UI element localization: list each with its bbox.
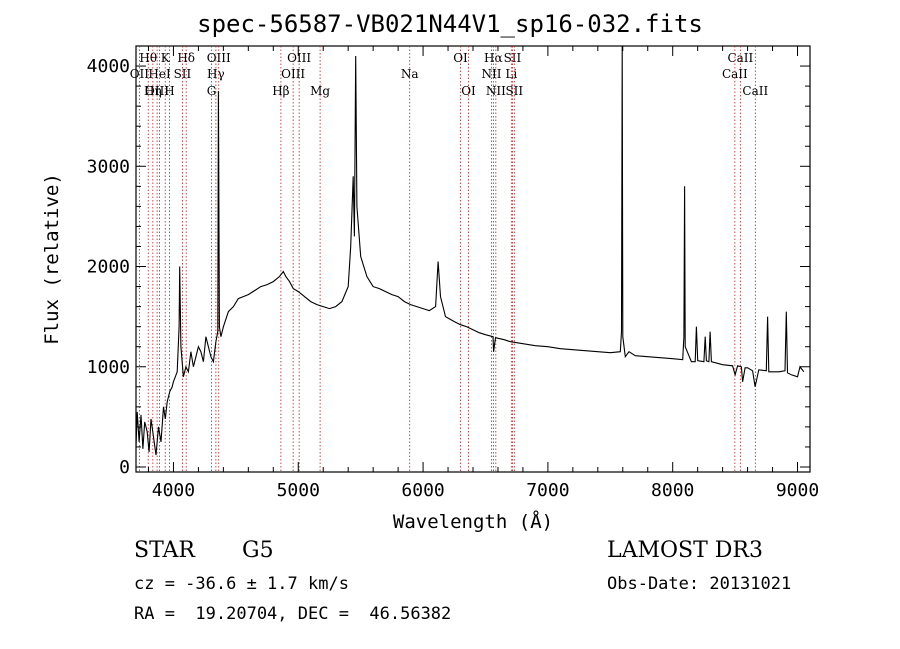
x-axis-label: Wavelength (Å) (393, 510, 553, 533)
class-label: STAR (134, 538, 195, 563)
line-marker-label: K (161, 51, 171, 65)
x-tick-label: 5000 (277, 480, 320, 501)
chart-title: spec-56587-VB021N44V1_sp16-032.fits (197, 10, 703, 38)
line-marker-label: OIII (207, 51, 231, 65)
y-tick-label: 2000 (87, 257, 130, 278)
survey-label: LAMOST DR3 (607, 538, 763, 563)
line-marker-label: Hη (144, 84, 162, 98)
spectrum-line (135, 45, 805, 456)
line-marker-label: OIII (145, 84, 169, 98)
line-marker-label: CaII (742, 84, 768, 98)
line-marker-label: Hδ (177, 51, 195, 65)
line-marker-label: G (207, 84, 217, 98)
line-marker-label: OIII (281, 67, 305, 81)
line-marker-label: SII (174, 67, 192, 81)
line-marker-label: OII (130, 67, 150, 81)
plot-frame (135, 45, 811, 473)
line-marker-label: HeI (148, 67, 171, 81)
line-marker-label: Hθ (139, 51, 157, 65)
line-marker-label: CaII (727, 51, 753, 65)
y-tick-label: 0 (119, 457, 130, 478)
x-tick-label: 9000 (776, 480, 819, 501)
x-tick-label: 6000 (401, 480, 444, 501)
line-marker-label: H (164, 84, 174, 98)
line-marker-label: NII (486, 84, 506, 98)
line-marker-label: OI (461, 84, 476, 98)
x-tick-label: 7000 (526, 480, 569, 501)
line-marker-label: CaII (722, 67, 748, 81)
obs-date: Obs-Date: 20131021 (607, 574, 792, 594)
radec-value: RA = 19.20704, DEC = 46.56382 (134, 604, 452, 624)
cz-value: cz = -36.6 ± 1.7 km/s (134, 574, 349, 594)
x-tick-label: 8000 (651, 480, 694, 501)
line-marker-label: SII (504, 51, 522, 65)
subclass-label: G5 (242, 538, 274, 563)
y-axis-label: Flux (relative) (41, 173, 63, 345)
y-tick-label: 4000 (87, 56, 130, 77)
line-marker-label: OIII (287, 51, 311, 65)
line-marker-label: Hα (484, 51, 503, 65)
line-marker-label: Mg (310, 84, 330, 98)
line-marker-label: OI (453, 51, 468, 65)
line-marker-label: Hγ (207, 67, 225, 81)
line-marker-label: Hβ (272, 84, 289, 98)
x-tick-label: 4000 (152, 480, 195, 501)
line-marker-label: Na (401, 67, 419, 81)
line-marker-label: NII (481, 67, 501, 81)
line-marker-label: Li (505, 67, 517, 81)
axis-ticks: 4000 5000 6000 7000 8000 9000 0 1000 2000 3000 400… (87, 46, 819, 501)
line-marker-label: SII (505, 84, 523, 98)
y-tick-label: 3000 (87, 156, 130, 177)
y-tick-label: 1000 (87, 357, 130, 378)
